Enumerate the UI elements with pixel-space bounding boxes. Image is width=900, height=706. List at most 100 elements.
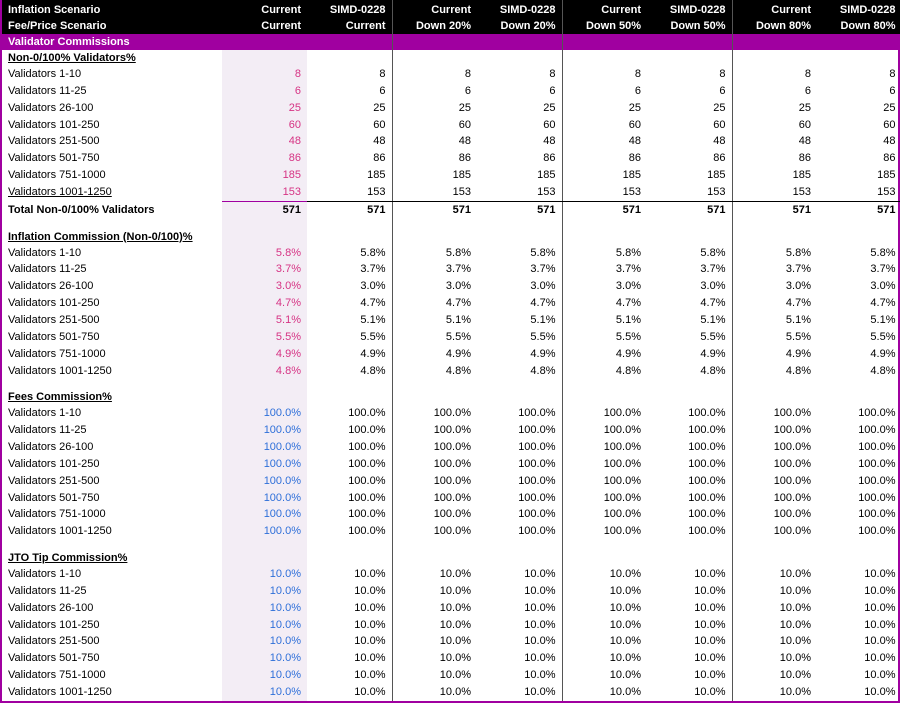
data-cell: 100.0% [647,490,732,507]
row-label: Validators 26-100 [2,100,222,117]
data-cell: 10.0% [647,633,732,650]
header-col-bot: Down 80% [817,18,900,34]
section-header: Inflation Commission (Non-0/100)% [2,229,222,245]
data-cell: 10.0% [222,667,307,684]
data-cell: 153 [307,184,392,201]
spacer [2,540,222,550]
row-label: Validators 11-25 [2,83,222,100]
data-cell: 4.7% [222,295,307,312]
data-cell: 86 [307,150,392,167]
banner-cell [477,34,562,50]
data-cell: 86 [817,150,900,167]
section-header-cell [562,229,647,245]
row-label: Validators 751-1000 [2,167,222,184]
spacer-cell [477,219,562,229]
total-cell: 571 [307,201,392,218]
data-cell: 86 [647,150,732,167]
data-cell: 8 [732,66,817,83]
data-cell: 10.0% [307,667,392,684]
total-cell: 571 [817,201,900,218]
data-cell: 10.0% [817,566,900,583]
header-inflation-scenario: Inflation Scenario [2,0,222,18]
section-header-cell [477,50,562,66]
row-label: Validators 1001-1250 [2,523,222,540]
data-cell: 10.0% [817,633,900,650]
header-col-top: SIMD-0228 [477,0,562,18]
row-label: Validators 101-250 [2,617,222,634]
data-cell: 10.0% [647,583,732,600]
data-cell: 10.0% [732,650,817,667]
data-cell: 6 [392,83,477,100]
data-cell: 153 [647,184,732,201]
data-cell: 100.0% [222,422,307,439]
data-cell: 100.0% [307,405,392,422]
data-cell: 5.8% [307,245,392,262]
data-cell: 100.0% [817,506,900,523]
data-cell: 5.5% [732,329,817,346]
data-cell: 5.8% [477,245,562,262]
row-label: Validators 26-100 [2,278,222,295]
validator-commissions-table: Inflation ScenarioCurrentSIMD-0228Curren… [2,0,900,701]
data-cell: 4.7% [732,295,817,312]
row-label: Validators 101-250 [2,295,222,312]
row-label: Validators 1001-1250 [2,684,222,701]
data-cell: 10.0% [732,633,817,650]
row-label: Validators 1-10 [2,405,222,422]
total-cell: 571 [732,201,817,218]
data-cell: 8 [562,66,647,83]
data-cell: 10.0% [222,583,307,600]
data-cell: 4.7% [392,295,477,312]
data-cell: 100.0% [222,439,307,456]
data-cell: 3.0% [817,278,900,295]
header-col-bot: Down 50% [647,18,732,34]
section-header-cell [562,550,647,566]
header-col-top: Current [222,0,307,18]
data-cell: 100.0% [307,523,392,540]
data-cell: 4.8% [392,363,477,380]
banner-cell [732,34,817,50]
data-cell: 10.0% [307,617,392,634]
banner-validator-commissions: Validator Commissions [2,34,222,50]
row-label: Validators 1-10 [2,66,222,83]
data-cell: 3.7% [392,261,477,278]
section-header-cell [732,229,817,245]
data-cell: 185 [562,167,647,184]
data-cell: 48 [732,133,817,150]
data-cell: 10.0% [392,617,477,634]
row-label: Validators 751-1000 [2,506,222,523]
header-col-bot: Down 20% [392,18,477,34]
data-cell: 10.0% [307,583,392,600]
data-cell: 25 [222,100,307,117]
spacer-cell [222,379,307,389]
data-cell: 100.0% [392,490,477,507]
data-cell: 100.0% [562,473,647,490]
data-cell: 25 [732,100,817,117]
section-header-cell [817,389,900,405]
data-cell: 5.1% [732,312,817,329]
row-label: Validators 1-10 [2,566,222,583]
section-header-cell [647,550,732,566]
data-cell: 4.8% [477,363,562,380]
row-label: Validators 501-750 [2,150,222,167]
data-cell: 5.5% [307,329,392,346]
data-cell: 10.0% [477,667,562,684]
data-cell: 100.0% [817,523,900,540]
data-cell: 6 [307,83,392,100]
section-header-cell [477,229,562,245]
data-cell: 100.0% [222,405,307,422]
row-label: Validators 26-100 [2,600,222,617]
data-cell: 10.0% [647,684,732,701]
data-cell: 100.0% [477,405,562,422]
data-cell: 5.1% [392,312,477,329]
data-cell: 3.7% [647,261,732,278]
data-cell: 48 [222,133,307,150]
data-cell: 10.0% [307,600,392,617]
data-cell: 100.0% [392,422,477,439]
data-cell: 6 [562,83,647,100]
data-cell: 100.0% [732,439,817,456]
data-cell: 100.0% [392,405,477,422]
data-cell: 100.0% [647,473,732,490]
data-cell: 6 [732,83,817,100]
data-cell: 10.0% [222,633,307,650]
data-cell: 100.0% [222,523,307,540]
